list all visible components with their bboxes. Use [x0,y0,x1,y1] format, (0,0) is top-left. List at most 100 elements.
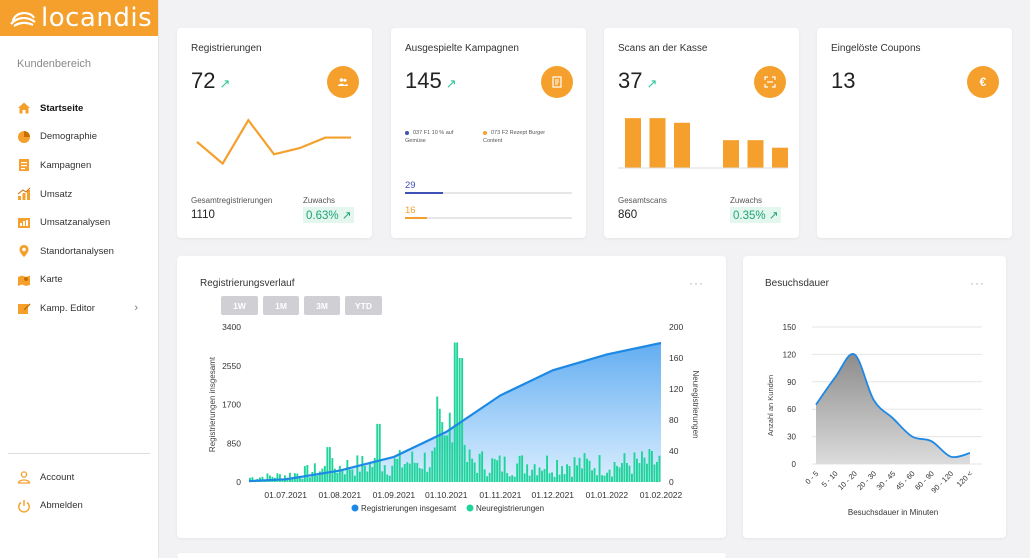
y-tick-label: 2550 [222,361,241,371]
neuregistrierungen-bar [281,479,284,482]
y2-tick-label: 0 [669,477,674,487]
neuregistrierungen-bar [558,474,561,482]
sidebar-item-demographie[interactable]: Demographie [0,123,158,152]
range-button-1w[interactable]: 1W [221,296,258,315]
neuregistrierungen-bar [303,466,306,482]
y-tick-label: 0 [792,460,797,469]
scan-bar [723,140,739,168]
more-options-icon[interactable]: ··· [970,276,985,290]
y-axis-label: Anzahl an Kunden [766,375,775,436]
x-tick-label: 01.01.2022 [586,490,629,500]
neuregistrierungen-bar [598,455,601,482]
neuregistrierungen-bar [333,468,336,482]
neuregistrierungen-bar [541,470,543,482]
neuregistrierungen-bar [301,478,304,482]
neuregistrierungen-bar [471,458,474,482]
neuregistrierungen-bar [626,463,628,482]
document-icon [17,158,31,172]
neuregistrierungen-bar [498,455,501,482]
neuregistrierungen-bar [476,472,479,482]
user-icon [17,470,31,484]
neuregistrierungen-bar [561,466,563,482]
neuregistrierungen-bar [338,465,341,482]
campaign-bar-fill [405,192,444,194]
neuregistrierungen-bar [376,423,379,482]
neuregistrierungen-bar [306,465,309,482]
neuregistrierungen-bar [406,462,409,482]
neuregistrierungen-bar [531,469,534,482]
neuregistrierungen-bar [491,458,494,482]
x-tick-label: 120 < [955,469,975,489]
sidebar-item-abmelden[interactable]: Abmelden [0,492,158,521]
neuregistrierungen-bar [588,460,591,482]
card-scans: Scans an der Kasse 37 ↗ Gesamtscans 860 Z… [604,28,799,238]
neuregistrierungen-bar [358,471,361,482]
neuregistrierungen-bar [363,465,366,482]
neuregistrierungen-bar [481,451,484,482]
neuregistrierungen-bar [628,465,631,482]
neuregistrierungen-bar [571,476,573,482]
sidebar-item-kamp-editor[interactable]: Kamp. Editor › [0,294,158,323]
neuregistrierungen-bar [413,462,416,482]
neuregistrierungen-bar [641,451,643,482]
more-options-icon[interactable]: ··· [689,276,704,290]
sidebar-item-startseite[interactable]: Startseite [0,94,158,123]
sidebar-item-standortanalysen[interactable]: Standortanalysen [0,237,158,266]
coupons-value: 13 [831,68,856,93]
neuregistrierungen-bar [408,463,411,482]
sidebar-item-kampagnen[interactable]: Kampagnen [0,151,158,180]
y-tick-label: 3400 [222,322,241,332]
range-button-ytd[interactable]: YTD [345,296,382,315]
neuregistrierungen-bar [468,449,471,482]
neuregistrierungen-bar [331,458,334,482]
y-tick-label: 90 [787,378,796,387]
sidebar-item-umsatzanalysen[interactable]: Umsatzanalysen [0,208,158,237]
neuregistrierungen-bar [551,472,553,482]
campaign-bar-value: 16 [405,205,416,216]
neuregistrierungen-bar [388,475,391,482]
legend-item[interactable]: 073 F2 Rezept Burger Content [483,130,546,144]
neuregistrierungen-bar [351,469,354,482]
section-title: Kundenbereich [17,58,92,70]
card-kampagnen: Ausgespielte Kampagnen 145 ↗ 037 F1 10 % … [391,28,586,238]
neuregistrierungen-bar [378,423,381,482]
card-besuchsdauer: Besuchsdauer ··· [743,256,1006,538]
neuregistrierungen-bar [316,475,319,482]
sidebar-item-umsatz[interactable]: Umsatz [0,180,158,209]
card-title: Registrierungsverlauf [200,278,295,289]
range-button-3m[interactable]: 3M [304,296,340,315]
neuregistrierungen-bar [633,452,636,482]
sidebar-item-label: Umsatz [40,188,73,200]
range-button-1m[interactable]: 1M [263,296,299,315]
series-line [248,341,662,483]
sidebar-item-label: Kamp. Editor [40,302,95,314]
chevron-right-icon: › [134,302,138,315]
neuregistrierungen-bar [456,342,459,482]
neuregistrierungen-bar [431,450,434,482]
sidebar-item-karte[interactable]: Karte [0,266,158,295]
legend-item[interactable]: 037 F1 10 % auf Gemüse [405,130,454,144]
neuregistrierungen-bar [506,473,509,482]
registrierungen-sparkline [196,118,351,166]
neuregistrierungen-bar [578,457,581,482]
brand-logo[interactable]: locandis [0,0,158,36]
sidebar-item-account[interactable]: Account [0,463,158,492]
neuregistrierungen-bar [636,458,638,482]
legend-swatch [466,504,474,512]
neuregistrierungen-bar [586,458,588,482]
y-tick-label: 850 [227,438,241,448]
neuregistrierungen-bar [566,464,568,482]
neuregistrierungen-bar [371,467,374,482]
y2-tick-label: 120 [669,384,683,394]
neuregistrierungen-bar [533,464,536,482]
neuregistrierungen-bar [656,461,658,482]
growth-value: 0.35% ↗ [730,207,782,223]
neuregistrierungen-bar [546,455,548,482]
sidebar-item-label: Karte [40,274,63,286]
neuregistrierungen-bar [518,455,521,482]
neuregistrierungen-bar [658,455,661,482]
neuregistrierungen-bar [401,467,404,482]
y-tick-label: 1700 [222,400,241,410]
campaign-bar-track [405,192,572,194]
y2-tick-label: 80 [669,415,679,425]
